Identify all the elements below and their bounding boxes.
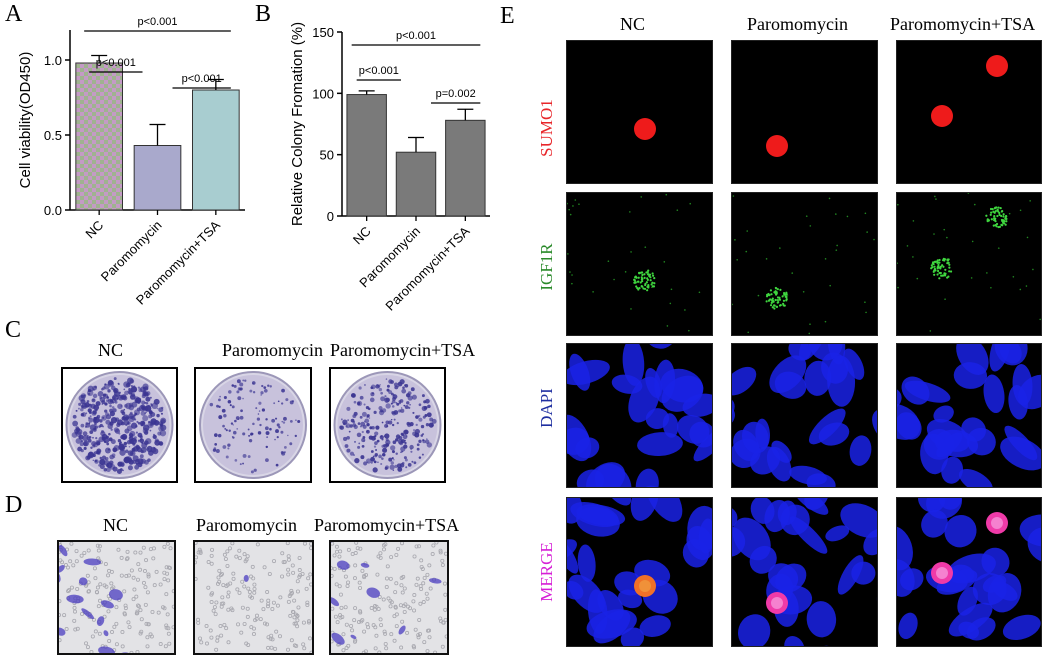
bar-0 xyxy=(75,62,124,211)
panel-d-label-paromomycin-tsa: Paromomycin+TSA xyxy=(314,515,460,535)
panel-letter-d: D xyxy=(5,492,23,518)
x-tick-label: NC xyxy=(350,224,374,248)
migration-image-paromomycin xyxy=(193,540,314,655)
panel-d-label-paromomycin: Paromomycin xyxy=(196,515,297,535)
panel-e-col-paromomycin: Paromomycin xyxy=(747,14,848,34)
if-tile-dapi-paromomycin xyxy=(731,343,878,488)
if-tile-dapi-paromomycin-tsa xyxy=(896,343,1042,488)
y-tick-label: 0.5 xyxy=(44,128,62,143)
y-tick-label: 0 xyxy=(327,209,334,224)
panel-e-col-paromomycin-tsa: Paromomycin+TSA xyxy=(890,14,1036,34)
colony-dish-nc xyxy=(61,367,178,483)
if-tile-igf1r-paromomycin xyxy=(731,192,878,336)
chart-b-colony-formation: 0 50 100 150 Relative Colony Fromation (%) NC… xyxy=(289,22,490,314)
p-value-label: p=0.002 xyxy=(436,88,476,100)
if-tile-merge-paromomycin xyxy=(731,497,878,647)
y-tick-label: 100 xyxy=(312,86,334,101)
panel-e-col-nc: NC xyxy=(620,14,646,34)
panel-letter-c: C xyxy=(5,317,22,343)
p-value-label: p<0.001 xyxy=(137,16,177,28)
y-tick-label: 1.0 xyxy=(44,53,62,68)
panel-e-row-merge: MERGE xyxy=(537,542,556,602)
p-value-label: p<0.001 xyxy=(359,65,399,77)
panel-c-label-paromomycin-tsa: Paromomycin+TSA xyxy=(330,340,476,360)
panel-e-row-igf1r: IGF1R xyxy=(537,243,556,291)
bar-2 xyxy=(192,89,240,211)
y-tick-label: 50 xyxy=(320,148,334,163)
p-value-label: p<0.001 xyxy=(396,30,436,42)
bar-1 xyxy=(133,145,182,211)
panel-letter-e: E xyxy=(500,3,515,29)
if-tile-dapi-nc xyxy=(566,343,713,488)
colony-dish-paromomycin-tsa xyxy=(329,367,446,483)
if-tile-igf1r-nc xyxy=(566,192,713,336)
colony-dish-paromomycin xyxy=(194,367,312,483)
panel-letter-a: A xyxy=(5,1,23,27)
migration-image-nc xyxy=(57,540,176,655)
panel-e-row-sumo1: SUMO1 xyxy=(537,99,556,157)
bar-0 xyxy=(346,94,387,217)
panel-d-label-nc: NC xyxy=(103,515,129,535)
p-value-label: p<0.001 xyxy=(96,57,136,69)
x-tick-label: NC xyxy=(82,218,106,242)
if-tile-merge-paromomycin-tsa xyxy=(896,497,1042,647)
if-tile-merge-nc xyxy=(566,497,713,647)
bar-2 xyxy=(445,119,486,217)
migration-image-paromomycin-tsa xyxy=(329,540,449,655)
panel-c-label-nc: NC xyxy=(98,340,124,360)
panel-c-label-paromomycin: Paromomycin xyxy=(222,340,323,360)
y-axis-label: Relative Colony Fromation (%) xyxy=(289,22,306,226)
y-axis-label: Cell viability(OD450) xyxy=(17,52,34,189)
x-tick-label: Paromomycin+TSA xyxy=(382,223,472,313)
if-tile-sumo1-paromomycin xyxy=(731,40,878,184)
panel-e-row-dapi: DAPI xyxy=(537,388,556,428)
y-tick-label: 150 xyxy=(312,25,334,40)
bar-1 xyxy=(395,151,437,217)
if-tile-igf1r-paromomycin-tsa xyxy=(896,192,1042,336)
if-tile-sumo1-paromomycin-tsa xyxy=(896,40,1042,184)
if-tile-sumo1-nc xyxy=(566,40,713,184)
p-value-label: p<0.001 xyxy=(182,73,222,85)
y-tick-label: 0.0 xyxy=(44,203,62,218)
panel-letter-b: B xyxy=(255,1,272,27)
